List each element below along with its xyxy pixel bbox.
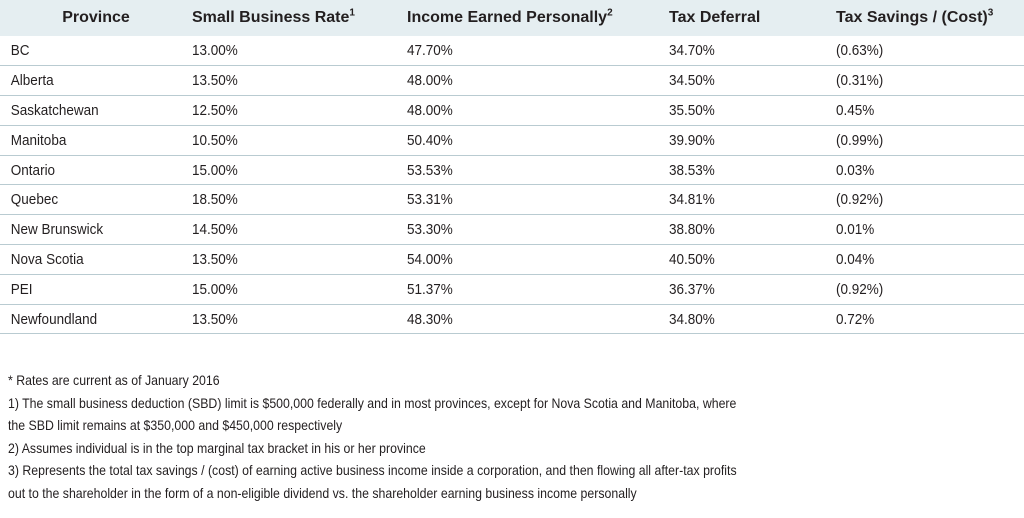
income-earned-cell: 53.53% <box>407 155 643 186</box>
table-row: PEI 15.00% 51.37% 36.37% (0.92%) <box>0 274 1024 305</box>
small-business-rate-cell: 18.50% <box>192 184 386 216</box>
tax-savings-cell: 0.01% <box>836 214 1006 246</box>
small-business-rate-cell: 13.50% <box>192 304 386 335</box>
footnote-2: 2) Assumes individual is in the top marg… <box>8 439 426 456</box>
table-row: Nova Scotia 13.50% 54.00% 40.50% 0.04% <box>0 244 1024 275</box>
tax-deferral-cell: 34.70% <box>669 36 820 67</box>
income-earned-cell: 50.40% <box>407 125 643 156</box>
table-row: Newfoundland 13.50% 48.30% 34.80% 0.72% <box>0 304 1024 335</box>
province-cell: Saskatchewan <box>0 95 173 126</box>
small-business-rate-cell: 12.50% <box>192 95 386 126</box>
tax-savings-cell: (0.99%) <box>836 125 1006 156</box>
footnote-3-line-2: out to the shareholder in the form of a … <box>8 484 637 501</box>
income-earned-cell: 51.37% <box>407 274 643 305</box>
header-tax-savings-cost: Tax Savings / (Cost)3 <box>836 0 1024 36</box>
table-row: Ontario 15.00% 53.53% 38.53% 0.03% <box>0 155 1024 186</box>
province-cell: Newfoundland <box>0 304 173 335</box>
footnote-1-line-1: 1) The small business deduction (SBD) li… <box>8 394 737 411</box>
footnote-3-line-1: 3) Represents the total tax savings / (c… <box>8 462 737 478</box>
table-row: Manitoba 10.50% 50.40% 39.90% (0.99%) <box>0 125 1024 156</box>
table-row: BC 13.00% 47.70% 34.70% (0.63%) <box>0 36 1024 67</box>
table-row: Alberta 13.50% 48.00% 34.50% (0.31%) <box>0 65 1024 97</box>
tax-comparison-table-container: Province Small Business Rate1 Income Ear… <box>0 0 1024 335</box>
tax-deferral-cell: 35.50% <box>669 95 820 126</box>
table-body: BC 13.00% 47.70% 34.70% (0.63%) Alberta 13.50%… <box>0 36 1024 335</box>
table-row: Saskatchewan 12.50% 48.00% 35.50% 0.45% <box>0 95 1024 126</box>
tax-savings-cell: 0.72% <box>836 304 1006 335</box>
tax-deferral-cell: 34.81% <box>669 184 820 216</box>
tax-deferral-cell: 40.50% <box>669 244 820 275</box>
table-header-row: Province Small Business Rate1 Income Ear… <box>0 0 1024 36</box>
small-business-rate-cell: 10.50% <box>192 125 386 156</box>
tax-deferral-cell: 36.37% <box>669 274 820 305</box>
income-earned-cell: 48.00% <box>407 95 643 126</box>
header-tax-deferral: Tax Deferral <box>669 0 836 36</box>
footnotes: * Rates are current as of January 2016 1… <box>8 369 808 504</box>
tax-deferral-cell: 38.80% <box>669 214 820 246</box>
tax-deferral-cell: 39.90% <box>669 125 820 156</box>
tax-deferral-cell: 34.50% <box>669 65 820 97</box>
province-cell: Nova Scotia <box>0 244 173 275</box>
province-cell: New Brunswick <box>0 214 173 246</box>
tax-savings-cell: 0.04% <box>836 244 1006 275</box>
province-cell: Ontario <box>0 155 173 186</box>
province-cell: Manitoba <box>0 125 173 156</box>
tax-savings-cell: 0.45% <box>836 95 1006 126</box>
tax-savings-cell: (0.92%) <box>836 184 1006 216</box>
province-cell: PEI <box>0 274 173 305</box>
tax-deferral-cell: 38.53% <box>669 155 820 186</box>
tax-savings-cell: (0.31%) <box>836 65 1006 97</box>
footnote-1-line-2: the SBD limit remains at $350,000 and $4… <box>8 417 343 433</box>
province-cell: BC <box>0 36 173 67</box>
income-earned-cell: 48.30% <box>407 304 643 335</box>
small-business-rate-cell: 13.50% <box>192 244 386 275</box>
small-business-rate-cell: 15.00% <box>192 155 386 186</box>
province-cell: Quebec <box>0 184 173 216</box>
tax-savings-cell: (0.92%) <box>836 274 1006 305</box>
tax-deferral-cell: 34.80% <box>669 304 820 335</box>
income-earned-cell: 47.70% <box>407 36 643 67</box>
table-row: Quebec 18.50% 53.31% 34.81% (0.92%) <box>0 184 1024 216</box>
income-earned-cell: 48.00% <box>407 65 643 97</box>
header-province: Province <box>0 0 192 36</box>
small-business-rate-cell: 13.00% <box>192 36 386 67</box>
tax-savings-cell: 0.03% <box>836 155 1006 186</box>
table-row: New Brunswick 14.50% 53.30% 38.80% 0.01% <box>0 214 1024 246</box>
footnote-rates-date: * Rates are current as of January 2016 <box>8 372 220 388</box>
tax-savings-cell: (0.63%) <box>836 36 1006 67</box>
province-cell: Alberta <box>0 65 173 97</box>
income-earned-cell: 54.00% <box>407 244 643 275</box>
tax-comparison-table: Province Small Business Rate1 Income Ear… <box>0 0 1024 335</box>
income-earned-cell: 53.30% <box>407 214 643 246</box>
header-income-earned-personally: Income Earned Personally2 <box>407 0 669 36</box>
small-business-rate-cell: 13.50% <box>192 65 386 97</box>
header-small-business-rate: Small Business Rate1 <box>192 0 407 36</box>
small-business-rate-cell: 14.50% <box>192 214 386 246</box>
small-business-rate-cell: 15.00% <box>192 274 386 305</box>
income-earned-cell: 53.31% <box>407 184 643 216</box>
